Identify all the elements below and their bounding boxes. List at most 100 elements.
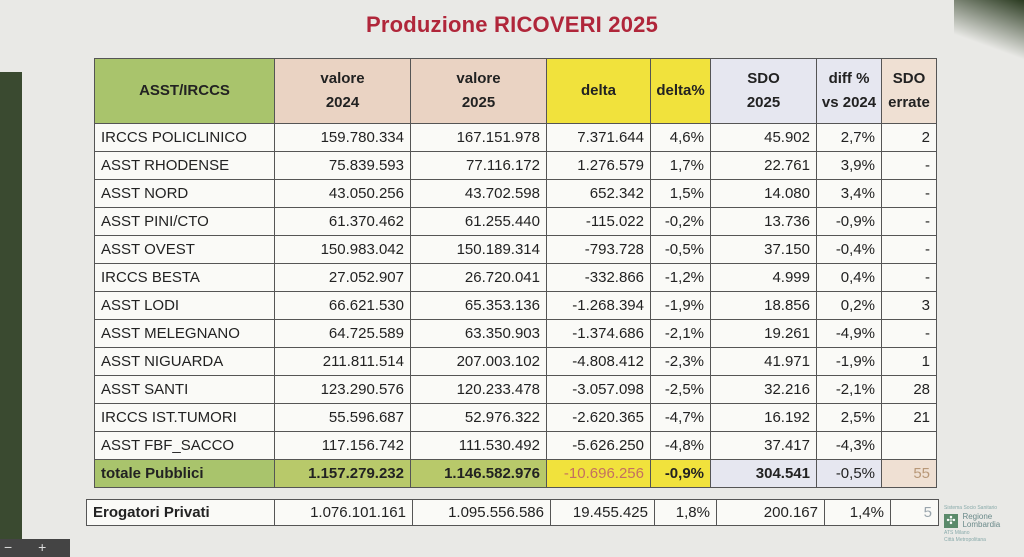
row-sdo-errate: - bbox=[881, 151, 937, 180]
header-value-2025: valore 2025 bbox=[410, 58, 547, 124]
row-delta: -5.626.250 bbox=[546, 431, 651, 460]
private-value-2024: 1.076.101.161 bbox=[274, 499, 413, 526]
row-value-2024: 43.050.256 bbox=[274, 179, 411, 208]
row-delta-percent: -2,1% bbox=[650, 319, 711, 348]
table-row: ASST RHODENSE 75.839.593 77.116.172 1.276.5… bbox=[94, 151, 937, 180]
table-row: ASST LODI 66.621.530 65.353.136 -1.268.394-… bbox=[94, 291, 937, 320]
total-value-2024: 1.157.279.232 bbox=[274, 459, 411, 488]
row-value-2025: 150.189.314 bbox=[410, 235, 547, 264]
row-value-2024: 159.780.334 bbox=[274, 123, 411, 152]
row-value-2024: 211.811.514 bbox=[274, 347, 411, 376]
row-sdo-2025: 45.902 bbox=[710, 123, 817, 152]
total-errate: 55 bbox=[881, 459, 937, 488]
production-table: ASST/IRCCS valore 2024 valore 2025 delta d… bbox=[94, 58, 937, 488]
row-sdo-errate: 21 bbox=[881, 403, 937, 432]
regione-lombardia-logo: Sistema Socio Sanitario ✣ Regione Lombard… bbox=[944, 505, 1024, 555]
row-diff-percent: -2,1% bbox=[816, 375, 882, 404]
private-row: Erogatori Privati 1.076.101.161 1.095.55… bbox=[86, 499, 939, 526]
header-delta-percent: delta% bbox=[650, 58, 711, 124]
row-diff-percent: -0,4% bbox=[816, 235, 882, 264]
table-row: ASST OVEST 150.983.042 150.189.314 -793.728… bbox=[94, 235, 937, 264]
row-sdo-errate: 2 bbox=[881, 123, 937, 152]
row-value-2025: 43.702.598 bbox=[410, 179, 547, 208]
zoom-out-button[interactable]: − bbox=[4, 539, 13, 555]
row-name: IRCCS IST.TUMORI bbox=[94, 403, 275, 432]
total-row: totale Pubblici 1.157.279.232 1.146.582.… bbox=[94, 459, 937, 488]
row-sdo-2025: 32.216 bbox=[710, 375, 817, 404]
row-sdo-errate bbox=[881, 431, 937, 460]
row-name: ASST RHODENSE bbox=[94, 151, 275, 180]
table-row: ASST MELEGNANO 64.725.589 63.350.903 -1.374… bbox=[94, 319, 937, 348]
row-value-2024: 75.839.593 bbox=[274, 151, 411, 180]
total-diff: -0,5% bbox=[816, 459, 882, 488]
total-delta: -10.696.256 bbox=[546, 459, 651, 488]
row-value-2025: 63.350.903 bbox=[410, 319, 547, 348]
table-row: ASST PINI/CTO 61.370.462 61.255.440 -115.02… bbox=[94, 207, 937, 236]
row-delta-percent: -0,5% bbox=[650, 235, 711, 264]
row-delta-percent: -0,2% bbox=[650, 207, 711, 236]
total-sdo: 304.541 bbox=[710, 459, 817, 488]
row-delta: -1.374.686 bbox=[546, 319, 651, 348]
logo-top-text: Sistema Socio Sanitario bbox=[944, 505, 998, 511]
row-delta: -3.057.098 bbox=[546, 375, 651, 404]
private-providers-table: Erogatori Privati 1.076.101.161 1.095.55… bbox=[86, 499, 939, 526]
row-name: ASST PINI/CTO bbox=[94, 207, 275, 236]
lombardia-rose-icon: ✣ bbox=[944, 513, 958, 528]
row-sdo-2025: 16.192 bbox=[710, 403, 817, 432]
row-delta-percent: 1,7% bbox=[650, 151, 711, 180]
row-delta-percent: 4,6% bbox=[650, 123, 711, 152]
header-sdo-errate: SDO errate bbox=[881, 58, 937, 124]
row-diff-percent: -1,9% bbox=[816, 347, 882, 376]
row-sdo-errate: 1 bbox=[881, 347, 937, 376]
row-delta-percent: -4,7% bbox=[650, 403, 711, 432]
viewer-controls-bar bbox=[0, 539, 70, 557]
zoom-in-button[interactable]: + bbox=[38, 539, 47, 555]
row-diff-percent: 3,4% bbox=[816, 179, 882, 208]
row-value-2024: 150.983.042 bbox=[274, 235, 411, 264]
row-sdo-2025: 41.971 bbox=[710, 347, 817, 376]
header-diff-percent: diff % vs 2024 bbox=[816, 58, 882, 124]
row-name: ASST NIGUARDA bbox=[94, 347, 275, 376]
row-sdo-errate: - bbox=[881, 319, 937, 348]
row-delta: -115.022 bbox=[546, 207, 651, 236]
row-sdo-2025: 37.150 bbox=[710, 235, 817, 264]
row-diff-percent: 2,5% bbox=[816, 403, 882, 432]
row-value-2024: 61.370.462 bbox=[274, 207, 411, 236]
row-sdo-errate: - bbox=[881, 263, 937, 292]
row-sdo-errate: 3 bbox=[881, 291, 937, 320]
header-sdo-2025: SDO 2025 bbox=[710, 58, 817, 124]
row-delta: -332.866 bbox=[546, 263, 651, 292]
table-row: ASST SANTI 123.290.576 120.233.478 -3.057.0… bbox=[94, 375, 937, 404]
row-sdo-2025: 22.761 bbox=[710, 151, 817, 180]
row-delta: -2.620.365 bbox=[546, 403, 651, 432]
row-value-2024: 27.052.907 bbox=[274, 263, 411, 292]
row-delta: 652.342 bbox=[546, 179, 651, 208]
row-name: ASST NORD bbox=[94, 179, 275, 208]
table-row: IRCCS IST.TUMORI 55.596.687 52.976.322 -2.6… bbox=[94, 403, 937, 432]
row-value-2024: 55.596.687 bbox=[274, 403, 411, 432]
total-name: totale Pubblici bbox=[94, 459, 275, 488]
row-value-2025: 26.720.041 bbox=[410, 263, 547, 292]
row-value-2025: 61.255.440 bbox=[410, 207, 547, 236]
row-sdo-2025: 37.417 bbox=[710, 431, 817, 460]
row-diff-percent: 2,7% bbox=[816, 123, 882, 152]
row-value-2024: 66.621.530 bbox=[274, 291, 411, 320]
row-sdo-2025: 4.999 bbox=[710, 263, 817, 292]
header-asst: ASST/IRCCS bbox=[94, 58, 275, 124]
private-delta: 19.455.425 bbox=[550, 499, 655, 526]
row-value-2025: 111.530.492 bbox=[410, 431, 547, 460]
row-delta: 1.276.579 bbox=[546, 151, 651, 180]
row-name: IRCCS BESTA bbox=[94, 263, 275, 292]
row-value-2025: 65.353.136 bbox=[410, 291, 547, 320]
row-value-2025: 52.976.322 bbox=[410, 403, 547, 432]
row-sdo-errate: - bbox=[881, 207, 937, 236]
total-delta-percent: -0,9% bbox=[650, 459, 711, 488]
row-delta-percent: -2,5% bbox=[650, 375, 711, 404]
row-name: ASST OVEST bbox=[94, 235, 275, 264]
row-delta-percent: -1,2% bbox=[650, 263, 711, 292]
table-row: IRCCS POLICLINICO 159.780.334 167.151.978 7… bbox=[94, 123, 937, 152]
row-name: ASST SANTI bbox=[94, 375, 275, 404]
viewer-controls: − + bbox=[4, 539, 46, 555]
header-delta: delta bbox=[546, 58, 651, 124]
total-value-2025: 1.146.582.976 bbox=[410, 459, 547, 488]
